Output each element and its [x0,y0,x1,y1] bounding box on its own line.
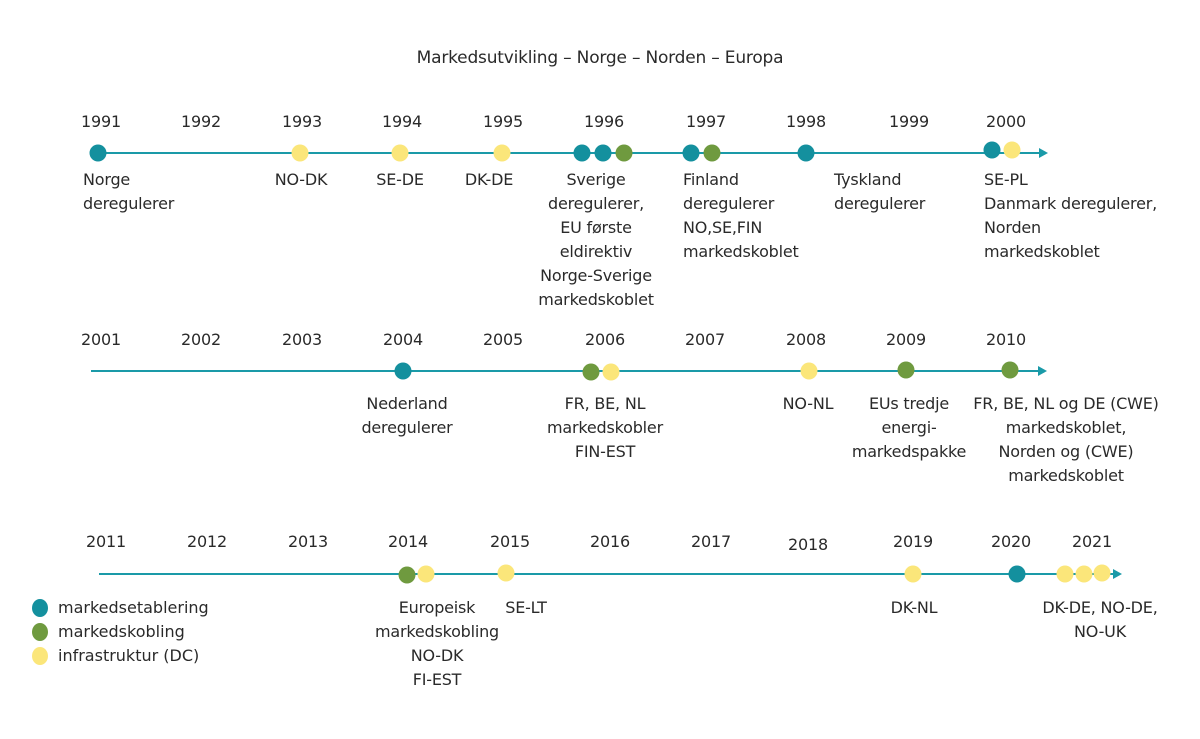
year-label: 2001 [81,330,121,349]
year-label: 2010 [986,330,1026,349]
year-label: 2003 [282,330,322,349]
year-label: 2013 [288,532,328,551]
event-label-2010: FR, BE, NL og DE (CWE) markedskoblet, Nord… [973,394,1159,485]
marker-markedskobling [1001,361,1019,379]
marker-infrastruktur [417,565,435,583]
year-label: 1992 [181,112,221,131]
marker-infrastruktur [1075,565,1093,583]
marker-markedskobling [615,144,633,162]
arrow-right-icon [1039,148,1048,158]
marker-infrastruktur [904,565,922,583]
legend-item-infrastruktur: infrastruktur (DC) [32,644,209,668]
year-label: 1998 [786,112,826,131]
marker-markedsetablering [1008,565,1026,583]
year-label: 1994 [382,112,422,131]
marker-markedsetablering [682,144,700,162]
legend-item-markedskobling: markedskobling [32,620,209,644]
timeline-axis [91,370,1039,372]
marker-infrastruktur [1003,141,1021,159]
year-label: 2006 [585,330,625,349]
year-label: 2016 [590,532,630,551]
marker-markedsetablering [394,362,412,380]
year-label: 2007 [685,330,725,349]
event-label-1999: Tyskland deregulerer [834,170,926,213]
marker-infrastruktur [291,144,309,162]
event-label-2006: FR, BE, NL markedskobler FIN-EST [547,394,663,461]
arrow-right-icon [1038,366,1047,376]
legend: markedsetablering markedskobling infrast… [32,596,209,668]
year-label: 2019 [893,532,933,551]
legend-dot-icon [32,599,48,617]
legend-label: markedskobling [58,622,185,641]
event-label-1997: Finland deregulerer NO,SE,FIN markedskoblet [683,170,799,261]
marker-markedsetablering [983,141,1001,159]
legend-item-markedsetablering: markedsetablering [32,596,209,620]
event-label-1995: DK-DE [464,170,514,189]
legend-dot-icon [32,623,48,641]
marker-markedskobling [398,566,416,584]
event-label-1996: Sverige deregulerer, EU første eldirektiv N… [538,170,654,309]
year-label: 2012 [187,532,227,551]
marker-infrastruktur [1056,565,1074,583]
year-label: 2005 [483,330,523,349]
marker-markedsetablering [594,144,612,162]
year-label: 1996 [584,112,624,131]
event-label-2014: Europeisk markedskobling NO-DK FI-EST [374,598,500,689]
event-label-1993: NO-DK [274,170,328,189]
event-label-2004: Nederland deregulerer [361,394,453,437]
year-label: 1995 [483,112,523,131]
year-label: 2020 [991,532,1031,551]
marker-markedskobling [582,363,600,381]
event-label-1991: Norge deregulerer [83,170,175,213]
marker-markedsetablering [573,144,591,162]
year-label: 2009 [886,330,926,349]
timeline-axis [99,573,1114,575]
legend-label: markedsetablering [58,598,209,617]
timeline-axis [98,152,1040,154]
legend-label: infrastruktur (DC) [58,646,200,665]
event-label-2015: SE-LT [505,598,547,617]
year-label: 1999 [889,112,929,131]
year-label: 2000 [986,112,1026,131]
marker-markedsetablering [797,144,815,162]
year-label: 2017 [691,532,731,551]
year-label: 2018 [788,535,828,554]
marker-markedskobling [897,361,915,379]
event-label-2019: DK-NL [890,598,938,617]
marker-infrastruktur [391,144,409,162]
marker-markedskobling [703,144,721,162]
marker-infrastruktur [1093,564,1111,582]
year-label: 2021 [1072,532,1112,551]
year-label: 1997 [686,112,726,131]
marker-infrastruktur [497,564,515,582]
year-label: 2015 [490,532,530,551]
arrow-right-icon [1113,569,1122,579]
year-label: 2004 [383,330,423,349]
event-label-2008: NO-NL [782,394,834,413]
marker-infrastruktur [493,144,511,162]
event-label-2021: DK-DE, NO-DE, NO-UK [1042,598,1158,641]
legend-dot-icon [32,647,48,665]
event-label-2000: SE-PL Danmark deregulerer, Norden markedsko… [984,170,1157,261]
marker-markedsetablering [89,144,107,162]
event-label-1994: SE-DE [376,170,424,189]
marker-infrastruktur [800,362,818,380]
marker-infrastruktur [602,363,620,381]
year-label: 2002 [181,330,221,349]
year-label: 2011 [86,532,126,551]
event-label-2009: EUs tredje energi-markedspakke [851,394,967,461]
year-label: 2014 [388,532,428,551]
year-label: 1991 [81,112,121,131]
chart-title: Markedsutvikling – Norge – Norden – Euro… [416,48,784,68]
year-label: 2008 [786,330,826,349]
year-label: 1993 [282,112,322,131]
